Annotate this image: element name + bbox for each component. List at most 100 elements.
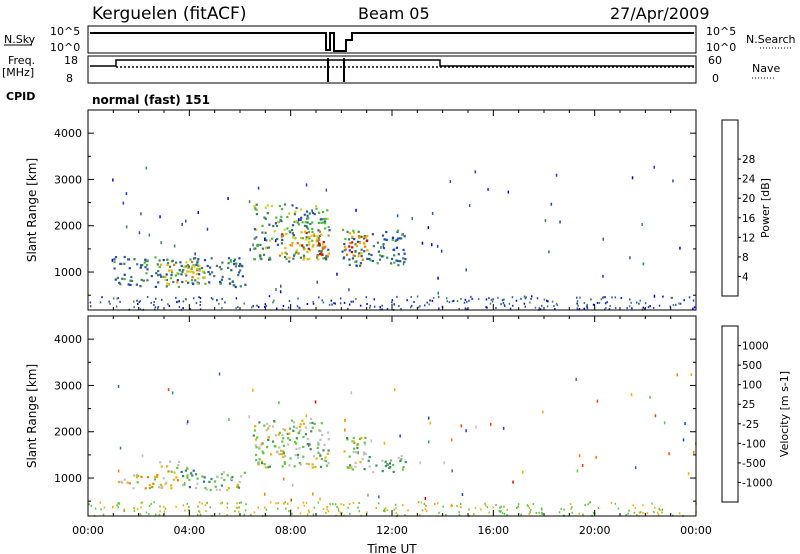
data-cell-1-4-112	[257, 461, 261, 464]
data-cell-1-4-21	[305, 462, 308, 465]
ground-scatter-1-76	[99, 501, 102, 504]
sparse-point-1-33	[141, 454, 144, 458]
data-cell-0-0-12	[169, 277, 172, 280]
data-cell-1-4-20	[286, 432, 289, 435]
data-cell-0-2-85	[317, 229, 320, 232]
data-cell-0-0-140	[160, 275, 163, 278]
data-cell-0-0-130	[176, 279, 179, 282]
ground-scatter-0-211	[339, 297, 342, 300]
ground-scatter-1-78	[221, 501, 223, 504]
data-cell-1-4-134	[327, 462, 330, 465]
data-cell-1-3-16	[230, 477, 233, 481]
data-cell-0-1-15	[164, 275, 167, 279]
data-cell-1-4-10	[299, 463, 302, 466]
data-cell-1-4-95	[271, 425, 275, 428]
sparse-point-1-54	[654, 414, 657, 418]
data-cell-0-1-22	[164, 278, 167, 282]
ground-scatter-1-247	[627, 512, 629, 515]
data-cell-0-2-78	[291, 204, 294, 207]
sparse-point-0-69	[348, 288, 350, 292]
ground-scatter-0-224	[264, 305, 266, 308]
ground-scatter-0-82	[273, 299, 275, 302]
ground-scatter-0-233	[489, 302, 492, 305]
ground-scatter-1-112	[284, 501, 286, 504]
ground-scatter-1-19	[495, 504, 497, 506]
ground-scatter-1-61	[520, 513, 522, 516]
ground-scatter-0-135	[168, 305, 171, 307]
data-cell-1-6-23	[389, 466, 392, 469]
data-cell-1-2-13	[186, 474, 189, 477]
ground-scatter-1-93	[337, 507, 340, 510]
data-cell-0-2-19	[273, 230, 276, 233]
data-cell-1-0-17	[148, 487, 151, 490]
data-cell-1-1-13	[173, 471, 176, 474]
ground-scatter-0-234	[515, 299, 518, 302]
data-cell-0-2-47	[317, 236, 320, 240]
data-cell-0-4-31	[354, 254, 357, 258]
data-cell-0-0-54	[208, 273, 212, 276]
data-cell-0-0-103	[221, 275, 224, 278]
data-cell-0-5-24	[351, 246, 354, 249]
ground-scatter-0-199	[529, 301, 531, 304]
ground-scatter-0-132	[347, 307, 349, 310]
sparse-point-1-27	[522, 470, 524, 474]
data-cell-0-3-52	[305, 238, 308, 241]
ground-scatter-1-30	[451, 504, 453, 507]
ground-scatter-0-14	[611, 296, 613, 299]
data-cell-0-1-33	[202, 276, 205, 279]
data-cell-1-2-6	[201, 475, 204, 478]
ground-scatter-0-92	[318, 296, 320, 299]
ground-scatter-1-16	[425, 510, 428, 513]
ground-scatter-0-189	[221, 306, 223, 309]
ground-scatter-1-82	[541, 512, 543, 515]
sparse-point-1-3	[383, 441, 386, 445]
ground-scatter-0-139	[438, 307, 440, 310]
ground-scatter-0-120	[604, 302, 607, 305]
data-cell-0-1-4	[167, 283, 170, 286]
colorbar-tick-0-2: 12	[742, 232, 755, 244]
ground-scatter-1-115	[325, 512, 327, 514]
data-cell-0-2-135	[322, 211, 325, 214]
data-cell-0-2-52	[286, 215, 289, 219]
data-cell-1-4-135	[274, 434, 277, 437]
ground-scatter-1-65	[540, 507, 543, 510]
sparse-point-1-0	[502, 426, 505, 430]
data-cell-0-2-100	[326, 209, 329, 212]
data-cell-0-2-104	[297, 223, 300, 226]
ground-scatter-1-199	[384, 507, 387, 510]
ytick-label-1-2: 3000	[54, 379, 82, 392]
ground-scatter-1-144	[501, 511, 504, 514]
data-cell-0-1-37	[189, 270, 193, 273]
ground-scatter-0-11	[218, 302, 220, 305]
data-cell-1-3-14	[209, 489, 212, 492]
sparse-point-1-50	[394, 388, 396, 392]
data-cell-1-2-16	[204, 486, 207, 490]
data-cell-0-4-53	[343, 256, 346, 259]
ground-scatter-0-223	[463, 301, 466, 304]
data-cell-0-0-47	[203, 259, 207, 262]
data-cell-1-4-126	[281, 453, 284, 456]
data-cell-0-1-12	[201, 270, 204, 273]
data-cell-0-0-126	[123, 278, 126, 281]
ground-scatter-0-37	[576, 307, 579, 310]
ground-scatter-1-123	[517, 505, 519, 508]
ground-scatter-1-149	[456, 505, 458, 508]
ground-scatter-0-168	[538, 306, 540, 309]
data-cell-1-5-7	[359, 461, 362, 464]
data-cell-0-3-43	[322, 243, 325, 246]
ground-scatter-0-228	[298, 306, 300, 309]
data-cell-0-2-70	[276, 237, 279, 241]
data-cell-1-1-16	[165, 481, 168, 484]
data-cell-0-2-89	[253, 228, 256, 231]
data-cell-0-2-14	[263, 216, 266, 219]
data-cell-1-5-15	[363, 441, 366, 444]
ground-scatter-1-151	[277, 507, 279, 510]
ground-scatter-1-46	[592, 512, 595, 515]
data-cell-0-5-16	[363, 242, 366, 245]
data-cell-1-1-14	[176, 466, 179, 469]
data-cell-1-2-4	[195, 473, 198, 476]
data-cell-1-5-17	[346, 437, 349, 440]
data-cell-0-0-29	[123, 255, 126, 259]
ground-scatter-1-62	[235, 506, 238, 509]
data-cell-1-4-102	[284, 455, 287, 458]
